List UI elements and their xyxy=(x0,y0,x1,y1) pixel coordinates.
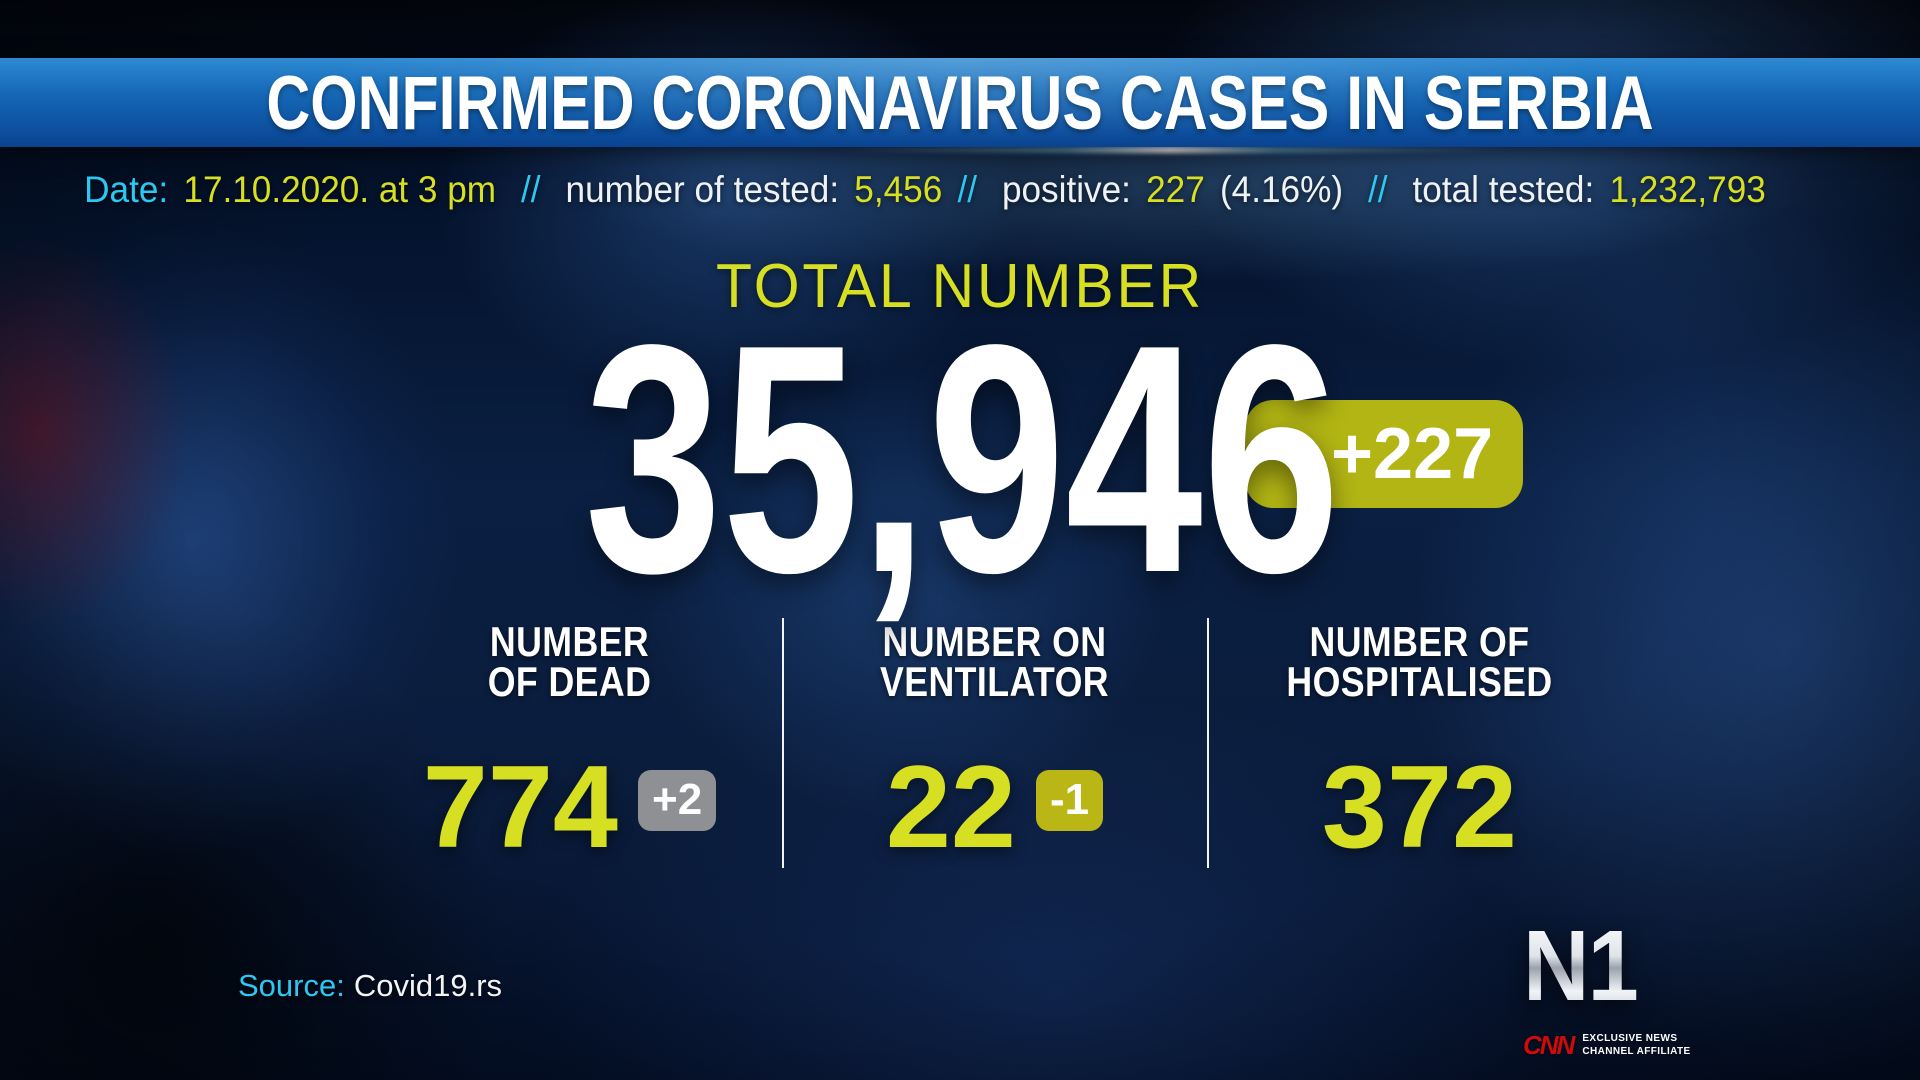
header-bar: CONFIRMED CORONAVIRUS CASES IN SERBIA xyxy=(0,58,1920,147)
stat-dead-value: 774 xyxy=(422,741,619,872)
stat-hospitalised: NUMBER OF HOSPITALISED 372 xyxy=(1207,612,1632,872)
total-number-block: 35,946 +227 xyxy=(0,277,1920,640)
positive-percent: (4.16%) xyxy=(1219,169,1344,210)
stat-hospitalised-value: 372 xyxy=(1321,741,1518,872)
separator: // xyxy=(521,169,541,210)
n1-logo: N1 xyxy=(1523,910,1639,1022)
page-title: CONFIRMED CORONAVIRUS CASES IN SERBIA xyxy=(266,61,1654,146)
total-delta-badge: +227 xyxy=(1245,400,1524,508)
stat-ventilator-delta-badge: -1 xyxy=(1036,770,1104,831)
stat-columns: NUMBER OF DEAD 774 +2 NUMBER ON VENTILAT… xyxy=(357,612,1632,872)
affiliate-text: EXCLUSIVE NEWS CHANNEL AFFILIATE xyxy=(1582,1033,1691,1057)
stat-hospitalised-label: NUMBER OF HOSPITALISED xyxy=(1286,618,1553,705)
summary-line: Date: 17.10.2020. at 3 pm // number of te… xyxy=(13,168,1837,212)
total-number-heading: TOTAL NUMBER xyxy=(715,252,1205,321)
cnn-logo: CNN xyxy=(1523,1030,1575,1060)
lens-flare xyxy=(820,146,1520,153)
total-cases-value: 35,946 xyxy=(584,277,1340,640)
stat-ventilator-value: 22 xyxy=(885,741,1016,872)
source-label: Source: xyxy=(238,968,345,1003)
column-divider xyxy=(1207,618,1209,868)
channel-branding: N1 CNN EXCLUSIVE NEWS CHANNEL AFFILIATE xyxy=(1523,916,1783,1061)
stat-dead-label: NUMBER OF DEAD xyxy=(487,618,652,705)
total-tested-value: 1,232,793 xyxy=(1609,169,1766,210)
stat-ventilator-label: NUMBER ON VENTILATOR xyxy=(879,618,1110,705)
source-value: Covid19.rs xyxy=(353,968,503,1003)
total-tested-label: total tested: xyxy=(1412,169,1595,210)
tested-label: number of tested: xyxy=(565,169,840,210)
stat-dead: NUMBER OF DEAD 774 +2 xyxy=(357,612,782,865)
stat-ventilator: NUMBER ON VENTILATOR 22 -1 xyxy=(782,612,1207,872)
date-value: 17.10.2020. at 3 pm xyxy=(183,169,497,210)
separator: // xyxy=(957,169,977,210)
column-divider xyxy=(782,618,784,868)
stat-dead-delta-badge: +2 xyxy=(638,770,717,831)
date-label: Date: xyxy=(84,169,169,210)
source-attribution: Source: Covid19.rs xyxy=(238,968,502,1004)
separator: // xyxy=(1368,169,1388,210)
positive-label: positive: xyxy=(1001,169,1131,210)
positive-value: 227 xyxy=(1146,169,1205,210)
tested-value: 5,456 xyxy=(854,169,943,210)
